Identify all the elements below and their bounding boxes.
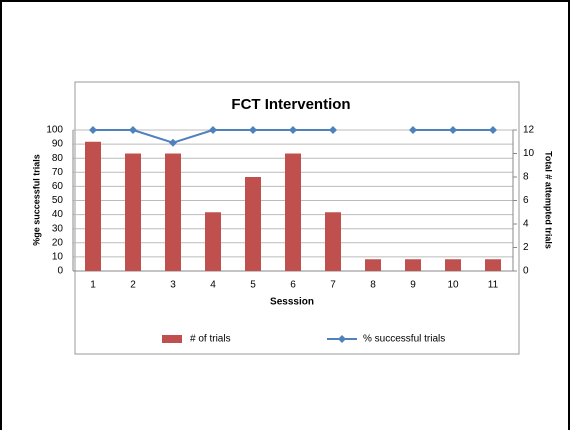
line-marker (489, 126, 497, 134)
bar (325, 212, 341, 271)
x-tick-label: 4 (210, 280, 216, 291)
line-marker (449, 126, 457, 134)
y-tick-label: 60 (52, 181, 64, 192)
x-tick-label: 6 (290, 280, 296, 291)
line-marker (209, 126, 217, 134)
bar (205, 212, 221, 271)
bar (365, 259, 381, 271)
legend-label: % successful trials (363, 334, 445, 345)
legend-marker (338, 335, 346, 343)
y-tick-label: 50 (52, 195, 64, 206)
x-tick-label: 11 (488, 280, 499, 291)
x-tick-label: 7 (330, 280, 336, 291)
y2-tick-label: 6 (523, 195, 529, 206)
line-marker (129, 126, 137, 134)
legend-label: # of trials (190, 334, 231, 345)
x-tick-label: 10 (447, 280, 459, 291)
y-axis-label: %ge successful trials (31, 154, 41, 246)
x-tick-label: 2 (130, 280, 136, 291)
y-tick-label: 90 (52, 139, 64, 150)
bar (85, 141, 101, 271)
line-marker (329, 126, 337, 134)
y2-axis-label: Total # attempted trials (544, 151, 554, 249)
bar (165, 153, 181, 271)
line-marker (169, 138, 177, 147)
line-marker (289, 126, 297, 134)
y-tick-label: 20 (52, 237, 64, 248)
y-tick-label: 30 (52, 223, 64, 234)
line-marker (409, 126, 417, 134)
legend-swatch (162, 335, 182, 343)
bar (485, 259, 501, 271)
y-tick-label: 10 (52, 252, 64, 263)
x-tick-label: 9 (410, 280, 416, 291)
bar (405, 259, 421, 271)
bar (445, 259, 461, 271)
bar (285, 153, 301, 271)
y2-tick-label: 10 (523, 148, 535, 159)
chart-title: FCT Intervention (231, 96, 350, 113)
y-tick-label: 100 (46, 125, 63, 136)
y2-tick-label: 4 (523, 219, 529, 230)
y2-tick-label: 2 (523, 242, 529, 253)
x-tick-label: 8 (370, 280, 376, 291)
line-marker (249, 126, 257, 134)
y-tick-label: 0 (57, 266, 63, 277)
line-marker (89, 126, 97, 134)
x-tick-label: 3 (170, 280, 176, 291)
y2-tick-label: 12 (523, 125, 535, 136)
y2-tick-label: 8 (523, 172, 529, 183)
bar (245, 177, 261, 271)
bar (125, 153, 141, 271)
x-axis-label: Sesssion (270, 297, 314, 308)
y2-tick-label: 0 (523, 266, 529, 277)
x-tick-label: 5 (250, 280, 256, 291)
y-tick-label: 70 (52, 167, 64, 178)
y-tick-label: 40 (52, 209, 64, 220)
y-tick-label: 80 (52, 153, 64, 164)
x-tick-label: 1 (90, 280, 96, 291)
